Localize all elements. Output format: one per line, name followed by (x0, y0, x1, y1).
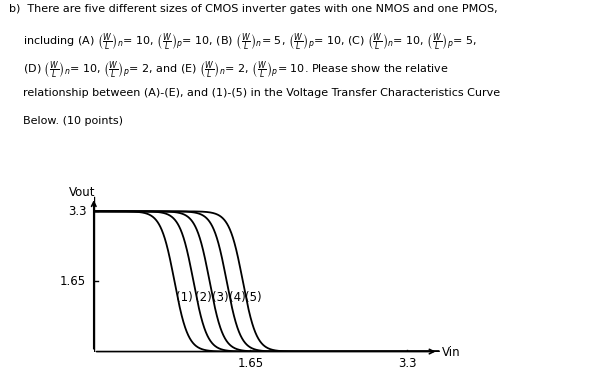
Text: b)  There are five different sizes of CMOS inverter gates with one NMOS and one : b) There are five different sizes of CMO… (9, 4, 498, 14)
Text: relationship between (A)-(E), and (1)-(5) in the Voltage Transfer Characteristic: relationship between (A)-(E), and (1)-(5… (9, 88, 500, 98)
Text: 1.65: 1.65 (237, 357, 264, 370)
Text: Vin: Vin (442, 346, 460, 359)
Text: Vout: Vout (69, 186, 96, 199)
Text: Below. (10 points): Below. (10 points) (9, 116, 123, 126)
Text: (5): (5) (245, 291, 261, 304)
Text: (D) $\left(\frac{W}{L}\right)_n$= 10, $\left(\frac{W}{L}\right)_p$= 2, and (E) $: (D) $\left(\frac{W}{L}\right)_n$= 10, $\… (9, 60, 448, 81)
Text: 1.65: 1.65 (60, 275, 86, 288)
Text: including (A) $\left(\frac{W}{L}\right)_n$= 10, $\left(\frac{W}{L}\right)_p$= 10: including (A) $\left(\frac{W}{L}\right)_… (9, 32, 477, 53)
Text: (3): (3) (212, 291, 228, 304)
Text: 3.3: 3.3 (398, 357, 416, 370)
Text: (4): (4) (229, 291, 246, 304)
Text: 3.3: 3.3 (68, 205, 86, 218)
Text: (2): (2) (195, 291, 212, 304)
Text: (1): (1) (177, 291, 193, 304)
